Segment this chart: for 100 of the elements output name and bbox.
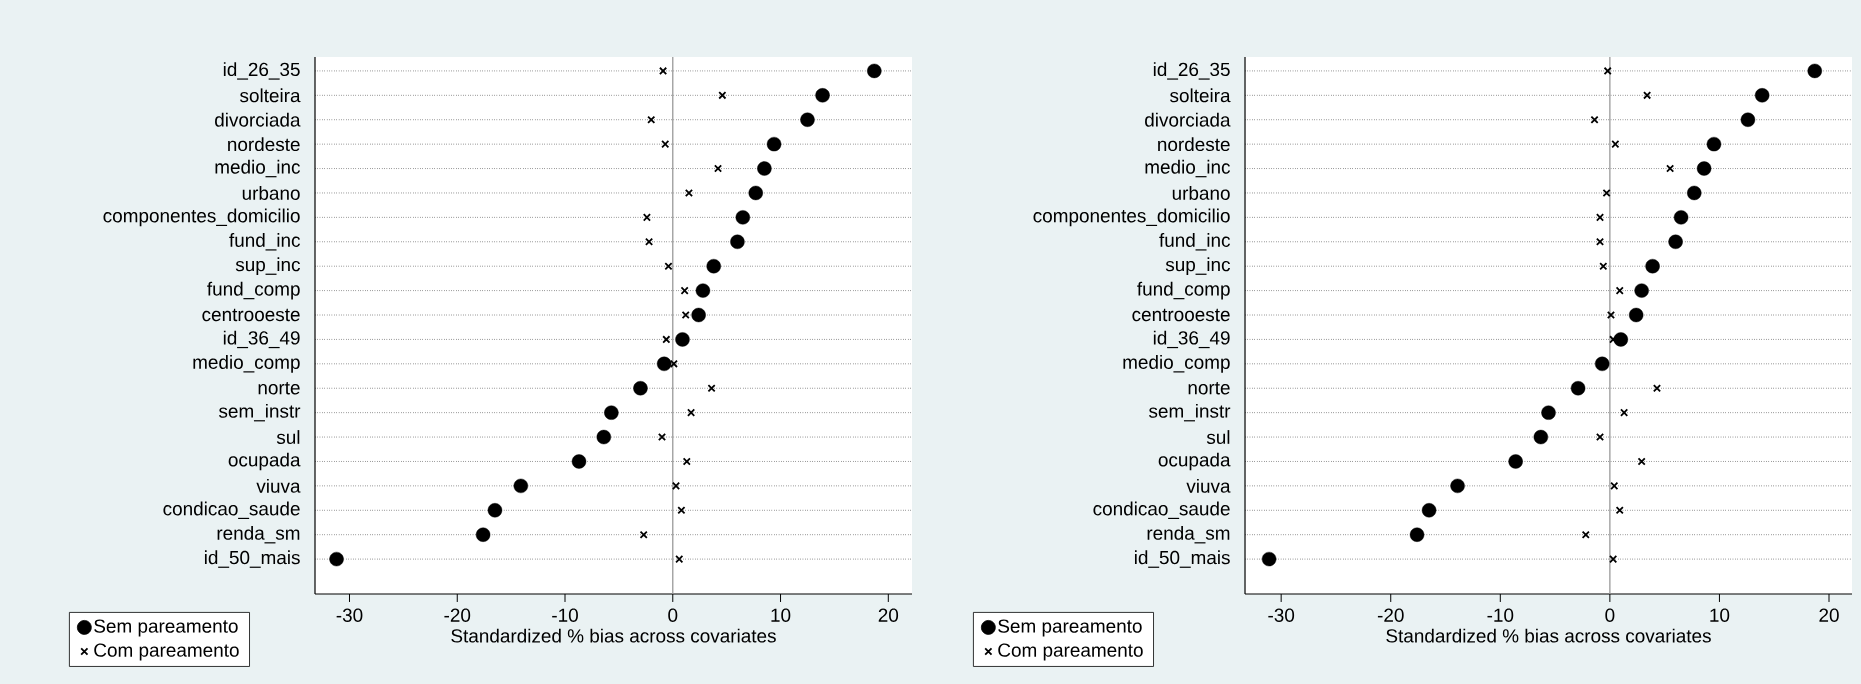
y-tick-label: medio_comp	[1123, 355, 1230, 373]
y-tick-label: fund_comp	[1137, 281, 1230, 300]
y-tick-label: id_50_mais	[1134, 550, 1230, 568]
point	[680, 286, 689, 295]
x-tick-label: -20	[444, 608, 471, 622]
y-tick-label: renda_sm	[217, 525, 300, 544]
point	[815, 88, 830, 103]
point	[1668, 234, 1683, 249]
x-axis-title: Standardized % bias across covariates	[1386, 628, 1711, 643]
point	[677, 506, 686, 515]
y-tick-label: sul	[276, 430, 300, 445]
x-tick-label: 10	[1710, 608, 1730, 622]
y-tick-label: ocupada	[228, 452, 301, 471]
point	[1606, 310, 1616, 320]
y-tick-label: fund_inc	[1159, 233, 1231, 251]
legend-label: Sem pareamento	[998, 619, 1142, 637]
x-tick-label: 0	[1605, 608, 1615, 622]
y-tick-label: norte	[258, 382, 300, 395]
y-tick-label: norte	[1188, 382, 1230, 395]
point	[1706, 136, 1722, 152]
point	[329, 551, 344, 567]
y-tick-label: renda_sm	[1147, 525, 1230, 544]
y-tick-label: fund_comp	[207, 281, 300, 300]
x-axis-title: Standardized % bias across covariates	[451, 628, 776, 643]
point	[656, 356, 672, 371]
point	[1629, 307, 1644, 323]
point	[571, 454, 587, 469]
y-tick-label: centrooeste	[202, 308, 300, 322]
point	[1807, 63, 1822, 79]
point	[669, 359, 678, 368]
point	[1615, 286, 1624, 295]
y-tick-label: sem_instr	[1149, 403, 1231, 422]
point	[1673, 210, 1689, 225]
point	[1637, 457, 1646, 466]
y-tick-label: nordeste	[228, 137, 300, 152]
x-tick-label: -30	[1268, 608, 1295, 622]
legend-label: Com pareamento	[998, 643, 1143, 661]
point	[657, 432, 667, 442]
point	[735, 210, 750, 225]
point	[1740, 112, 1756, 127]
x-tick-label: -20	[1377, 608, 1404, 622]
point	[695, 283, 711, 298]
point	[757, 161, 772, 176]
y-tick-label: sup_inc	[1165, 257, 1231, 275]
point	[1755, 88, 1770, 103]
legend-label: Sem pareamento	[94, 619, 238, 637]
y-tick-label: id_26_35	[223, 62, 300, 80]
point	[1613, 332, 1628, 347]
point	[659, 66, 668, 75]
y-tick-label: nordeste	[1158, 137, 1230, 152]
point	[766, 136, 782, 152]
point	[684, 188, 694, 198]
x-tick-label: -30	[336, 608, 363, 622]
point	[1590, 115, 1599, 124]
y-tick-label: urbano	[1172, 186, 1230, 200]
point	[691, 307, 706, 323]
point	[633, 381, 648, 396]
y-tick-label: condicao_saude	[163, 501, 300, 520]
point	[1696, 161, 1712, 176]
y-tick-label: componentes_domicilio	[1033, 208, 1230, 227]
point	[1409, 527, 1425, 542]
y-tick-label: urbano	[242, 186, 300, 200]
x-tick-label: -10	[1487, 608, 1514, 622]
point	[1687, 185, 1702, 201]
point	[1595, 356, 1610, 371]
point	[867, 63, 882, 79]
point	[513, 478, 528, 494]
x-tick-label: 20	[1819, 608, 1839, 622]
point	[682, 457, 691, 466]
point	[1570, 381, 1586, 396]
y-tick-label: solteira	[240, 88, 301, 103]
y-tick-label: viuva	[1186, 478, 1231, 493]
y-tick-label: fund_inc	[229, 233, 301, 251]
y-tick-label: id_36_49	[223, 330, 300, 349]
y-tick-label: componentes_domicilio	[103, 208, 300, 227]
point	[1261, 551, 1277, 567]
point	[1450, 478, 1465, 494]
y-tick-label: sup_inc	[235, 257, 301, 275]
y-tick-label: sul	[1206, 430, 1230, 445]
point	[800, 112, 815, 127]
point	[645, 237, 654, 246]
point	[475, 527, 491, 542]
y-tick-label: medio_inc	[1145, 159, 1231, 178]
point	[1421, 503, 1437, 518]
x-tick-label: 0	[668, 608, 678, 622]
point	[1634, 283, 1649, 298]
point	[604, 405, 619, 420]
point	[1541, 405, 1556, 420]
point	[1595, 237, 1605, 246]
y-tick-label: medio_comp	[193, 355, 300, 373]
point	[487, 503, 503, 518]
point	[596, 429, 611, 445]
y-tick-label: ocupada	[1158, 452, 1231, 471]
point	[1645, 259, 1660, 274]
point	[1533, 429, 1549, 445]
point	[748, 185, 763, 201]
point	[730, 234, 745, 249]
y-tick-label: divorciada	[215, 112, 301, 127]
y-tick-label: sem_instr	[219, 403, 301, 422]
y-tick-label: id_36_49	[1153, 330, 1230, 349]
